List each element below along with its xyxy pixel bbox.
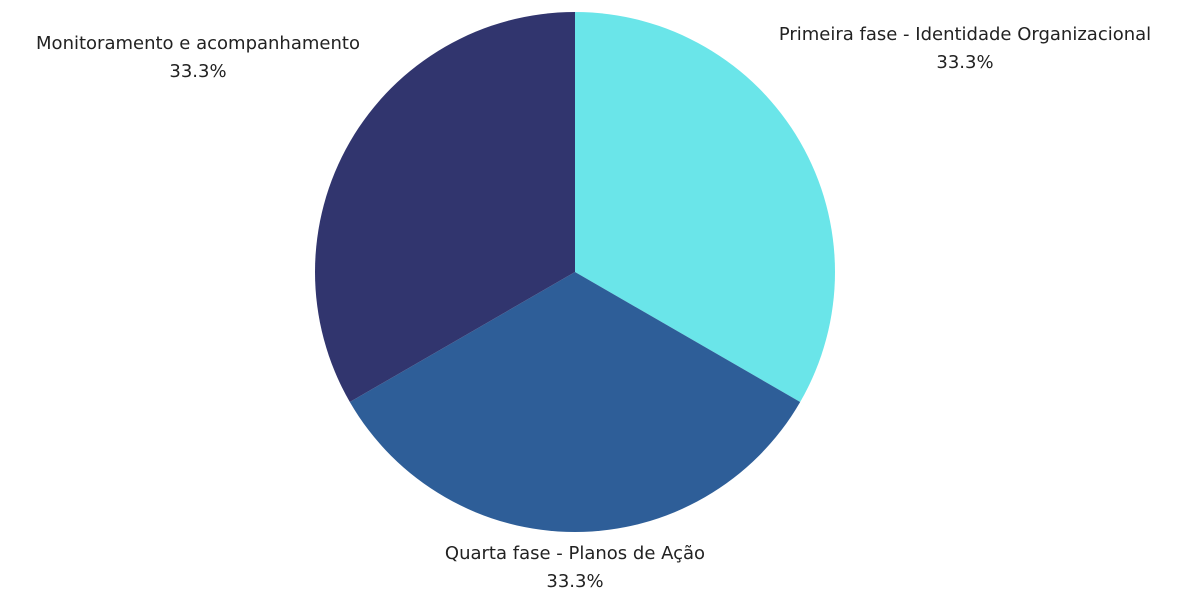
slice-percent-2: 33.3%: [546, 571, 603, 590]
pie-slices: [315, 12, 835, 532]
pie-slice-2: [349, 272, 801, 532]
slice-percent-1: 33.3%: [936, 52, 993, 73]
slice-label-3: Monitoramento e acompanhamento: [36, 33, 360, 54]
pie-labels: Primeira fase - Identidade Organizaciona…: [36, 24, 1151, 592]
pie-slice-3: [315, 12, 575, 402]
slice-percent-3: 33.3%: [169, 61, 226, 82]
pie-slice-1: [575, 12, 835, 402]
slice-label-1: Primeira fase - Identidade Organizaciona…: [779, 24, 1151, 45]
slice-label-2: Quarta fase - Planos de Ação: [445, 543, 705, 564]
